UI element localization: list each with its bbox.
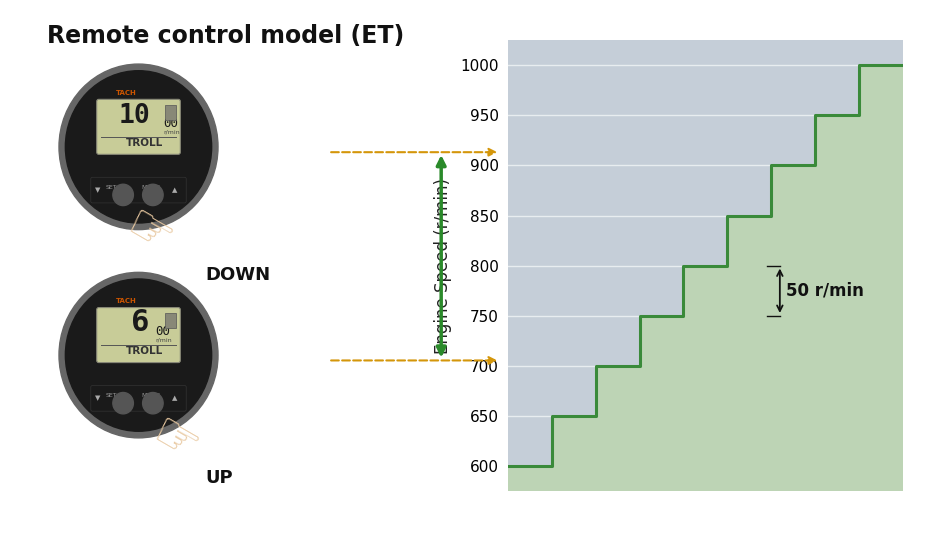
Circle shape [66, 279, 212, 431]
Text: 50 r/min: 50 r/min [787, 282, 864, 300]
Text: 00: 00 [156, 325, 170, 338]
Circle shape [66, 70, 212, 223]
FancyBboxPatch shape [91, 177, 186, 203]
Text: r/min: r/min [156, 338, 172, 343]
Text: TACH: TACH [116, 90, 136, 96]
FancyBboxPatch shape [97, 99, 180, 154]
Text: ☞: ☞ [116, 199, 182, 268]
FancyBboxPatch shape [97, 308, 180, 363]
FancyBboxPatch shape [165, 105, 176, 120]
FancyBboxPatch shape [91, 386, 186, 411]
Text: SET: SET [105, 185, 117, 190]
Text: r/min: r/min [163, 130, 180, 135]
Circle shape [59, 64, 219, 230]
Circle shape [113, 392, 133, 414]
Circle shape [59, 272, 219, 438]
Text: 10: 10 [119, 103, 151, 129]
Text: 6: 6 [131, 308, 149, 337]
Text: ▲: ▲ [172, 187, 178, 193]
Text: DOWN: DOWN [205, 266, 271, 284]
Text: UP: UP [205, 469, 233, 487]
Text: TROLL: TROLL [125, 138, 163, 148]
Circle shape [142, 392, 163, 414]
Text: MODE: MODE [142, 393, 161, 398]
Text: MODE: MODE [142, 185, 161, 190]
Y-axis label: Engine Speed (r/min): Engine Speed (r/min) [434, 178, 451, 354]
Circle shape [113, 184, 133, 206]
Polygon shape [508, 65, 902, 534]
Text: TACH: TACH [116, 299, 136, 304]
Text: Remote control model (ET): Remote control model (ET) [48, 24, 405, 48]
FancyBboxPatch shape [165, 313, 176, 328]
Text: SET: SET [105, 393, 117, 398]
Text: ▼: ▼ [95, 187, 101, 193]
Text: ▲: ▲ [172, 395, 178, 401]
Text: ☞: ☞ [142, 407, 208, 476]
Text: TROLL: TROLL [125, 346, 163, 356]
Text: ▼: ▼ [95, 395, 101, 401]
Circle shape [142, 184, 163, 206]
Text: 00: 00 [163, 116, 179, 130]
